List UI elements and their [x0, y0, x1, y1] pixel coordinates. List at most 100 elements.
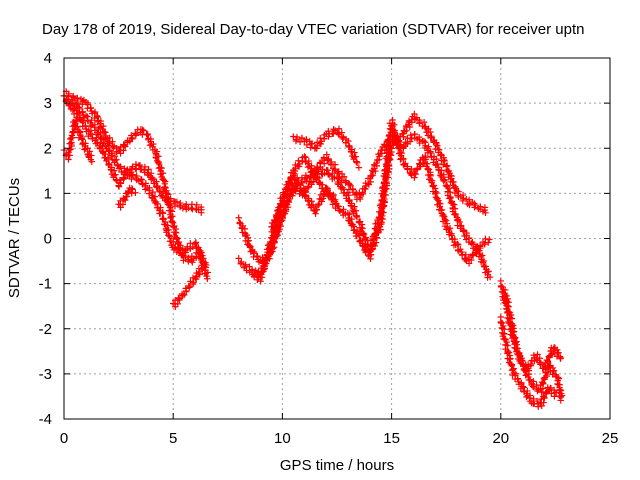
data-point — [260, 268, 267, 275]
data-point — [132, 189, 139, 196]
data-point — [548, 351, 556, 358]
series-arc-14 — [501, 286, 564, 374]
data-point — [173, 234, 180, 241]
series-arc-6 — [115, 184, 139, 211]
x-tick-label: 25 — [602, 430, 619, 447]
data-point — [374, 219, 381, 227]
data-point — [276, 221, 283, 228]
data-point — [482, 263, 490, 270]
data-point — [289, 192, 296, 199]
data-point — [235, 214, 242, 221]
data-point — [345, 137, 352, 145]
data-point — [129, 135, 136, 143]
series-arc-11 — [268, 153, 339, 234]
data-point — [105, 139, 113, 147]
data-point — [353, 212, 361, 220]
x-tick-label: 0 — [60, 430, 68, 447]
data-point — [246, 242, 253, 249]
data-point — [477, 203, 484, 210]
data-point — [79, 101, 86, 108]
data-point — [416, 161, 423, 168]
data-point — [422, 160, 430, 167]
data-point — [65, 102, 73, 109]
data-point — [542, 389, 549, 397]
data-point — [115, 183, 123, 190]
data-point — [398, 149, 405, 157]
data-point — [235, 255, 242, 262]
data-point — [556, 386, 564, 393]
data-point — [141, 163, 149, 171]
data-point — [440, 156, 448, 164]
data-point — [435, 146, 442, 153]
data-point — [518, 379, 525, 386]
data-point — [449, 178, 456, 186]
data-point — [327, 160, 335, 168]
data-point — [132, 132, 139, 139]
data-point — [454, 240, 461, 248]
data-point — [472, 202, 479, 209]
data-point — [82, 112, 90, 120]
data-point — [434, 160, 441, 168]
data-point — [469, 251, 476, 259]
data-point — [477, 244, 484, 252]
data-point — [345, 191, 352, 199]
data-point — [373, 234, 380, 242]
data-point — [469, 252, 477, 259]
data-point — [258, 269, 266, 276]
chart-title: Day 178 of 2019, Sidereal Day-to-day VTE… — [42, 21, 584, 38]
data-point — [302, 191, 309, 199]
data-point — [427, 149, 434, 157]
data-point — [359, 229, 367, 237]
data-point — [359, 189, 366, 196]
data-point — [119, 201, 127, 208]
data-point — [459, 226, 467, 234]
data-point — [122, 143, 129, 150]
data-point — [109, 142, 116, 149]
data-point — [323, 156, 331, 164]
data-point — [326, 189, 333, 197]
grid-lines — [64, 58, 610, 419]
data-point — [66, 101, 73, 108]
data-point — [113, 156, 120, 163]
data-point — [427, 128, 434, 136]
series-arc-8 — [235, 116, 493, 279]
data-point — [156, 164, 164, 171]
data-point — [160, 177, 168, 184]
data-point — [501, 291, 509, 299]
data-point — [551, 393, 558, 400]
data-point — [189, 259, 196, 266]
x-tick-labels: 0 5 10 15 20 25 — [60, 430, 619, 447]
data-point — [381, 186, 389, 193]
data-point — [368, 246, 375, 253]
data-point — [100, 122, 107, 130]
data-point — [368, 173, 375, 180]
data-point — [106, 146, 113, 154]
data-point — [183, 201, 190, 208]
data-point — [355, 164, 363, 171]
data-point — [69, 93, 77, 101]
data-point — [332, 196, 339, 203]
data-point — [485, 268, 492, 275]
data-point — [335, 175, 342, 182]
data-point — [448, 198, 456, 205]
data-point — [434, 195, 441, 202]
data-point — [451, 210, 459, 218]
data-point — [81, 146, 88, 153]
data-point — [556, 353, 564, 360]
data-point — [441, 216, 449, 223]
data-point — [291, 167, 299, 175]
data-point — [107, 166, 114, 173]
data-point — [447, 193, 454, 201]
data-point — [351, 203, 358, 210]
data-point — [87, 123, 95, 130]
data-point — [65, 90, 73, 98]
data-point — [182, 252, 189, 260]
data-point — [445, 167, 452, 175]
data-point — [374, 229, 381, 236]
data-point — [282, 208, 290, 215]
data-point — [367, 251, 375, 258]
data-point — [472, 247, 480, 254]
data-point — [238, 258, 245, 266]
data-point — [452, 183, 459, 190]
